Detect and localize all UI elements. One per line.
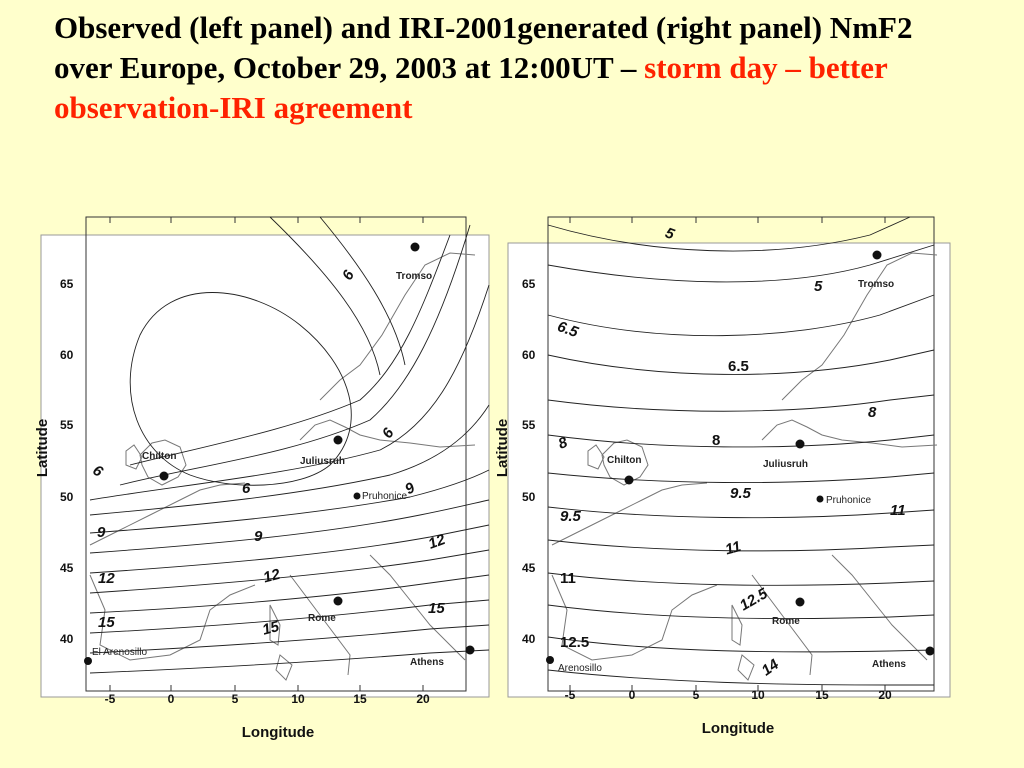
contour-value-label: 12 — [98, 570, 115, 587]
x-tick-label: 5 — [693, 688, 700, 702]
station-dot-athens — [925, 646, 935, 656]
station-label-chilton: Chilton — [142, 451, 176, 462]
station-label-chilton: Chilton — [607, 455, 641, 466]
station-markers — [546, 250, 935, 664]
station-dot-chilton — [159, 471, 169, 481]
contour-value-label: 9.5 — [730, 485, 752, 502]
y-axis-label: Latitude — [494, 419, 511, 477]
contour-value-label: 9 — [254, 528, 263, 545]
contour-value-label: 6.5 — [555, 318, 581, 341]
contour-value-label: 9 — [97, 524, 106, 541]
x-tick-label: 10 — [291, 692, 305, 706]
station-dot-pruhonice — [816, 495, 824, 503]
station-label-juliusruh: Juliusruh — [763, 459, 808, 470]
x-axis-label: Longitude — [702, 720, 774, 737]
y-axis-label: Latitude — [34, 419, 51, 477]
station-label-el-arenosillo: El Arenosillo — [92, 647, 147, 658]
contour-lines — [547, 216, 935, 686]
station-label-arenosillo: Arenosillo — [558, 663, 602, 674]
map-background — [507, 242, 951, 698]
contour-lines — [89, 216, 490, 674]
station-dot-chilton — [624, 475, 634, 485]
x-tick-label: 15 — [353, 692, 367, 706]
y-tick-labels: 65 60 55 50 45 40 — [522, 277, 536, 646]
station-dot-pruhonice — [353, 492, 361, 500]
contour-value-label: 11 — [723, 538, 742, 558]
contour-value-label: 11 — [560, 570, 576, 587]
x-axis-label: Longitude — [242, 724, 314, 741]
station-label-pruhonice: Pruhonice — [362, 491, 407, 502]
station-label-pruhonice: Pruhonice — [826, 495, 871, 506]
station-label-juliusruh: Juliusruh — [300, 456, 345, 467]
station-markers — [84, 242, 475, 665]
frame-ticks — [109, 217, 424, 691]
slide-title: Observed (left panel) and IRI-2001genera… — [54, 8, 954, 128]
contour-value-label: 15 — [428, 600, 445, 617]
contour-value-label: 9.5 — [560, 508, 582, 525]
station-dot-athens — [465, 645, 475, 655]
y-tick-label: 65 — [60, 277, 74, 291]
x-tick-label: 5 — [232, 692, 239, 706]
x-tick-label: 20 — [416, 692, 430, 706]
map-frame — [547, 216, 935, 692]
x-tick-label: -5 — [105, 692, 116, 706]
station-dot-juliusruh — [795, 439, 805, 449]
y-tick-label: 55 — [60, 418, 74, 432]
y-tick-label: 50 — [522, 490, 536, 504]
station-label-athens: Athens — [872, 659, 906, 670]
contour-value-label: 6.5 — [728, 358, 749, 375]
contour-value-label: 5 — [663, 224, 677, 243]
map-frame — [85, 216, 467, 692]
y-tick-label: 65 — [522, 277, 536, 291]
y-tick-labels: 65 60 55 50 45 40 — [60, 277, 74, 646]
station-dot-juliusruh — [333, 435, 343, 445]
title-black-text: Observed (left panel) and IRI-2001genera… — [54, 10, 913, 85]
contour-value-label: 15 — [260, 618, 281, 639]
x-tick-label: -5 — [565, 688, 576, 702]
station-label-rome: Rome — [772, 616, 800, 627]
station-label-rome: Rome — [308, 613, 336, 624]
station-label-athens: Athens — [410, 657, 444, 668]
y-tick-label: 55 — [522, 418, 536, 432]
y-tick-label: 60 — [522, 348, 536, 362]
frame-ticks — [569, 217, 886, 691]
station-dot-tromso — [410, 242, 420, 252]
contour-value-label: 8 — [712, 432, 720, 449]
y-tick-label: 40 — [522, 632, 536, 646]
contour-value-label: 6 — [242, 480, 251, 497]
x-tick-label: 10 — [751, 688, 765, 702]
station-dot-tromso — [872, 250, 882, 260]
contour-value-label: 15 — [98, 614, 115, 631]
contour-value-label: 5 — [814, 278, 823, 295]
contour-value-label: 8 — [868, 404, 877, 421]
station-dot-arenosillo — [546, 656, 554, 664]
contour-value-label: 11 — [890, 502, 906, 519]
observed-map-svg: Tromso Juliusruh Chilton Pruhonice Rome … — [34, 216, 490, 741]
station-dot-rome — [333, 596, 343, 606]
y-tick-label: 45 — [522, 561, 536, 575]
x-tick-labels: -5 0 5 10 15 20 — [105, 692, 430, 706]
x-tick-label: 20 — [878, 688, 892, 702]
contour-value-label: 12 — [426, 531, 448, 553]
contour-value-label: 12 — [261, 566, 282, 587]
title-red-text: storm day – better observation-IRI agree… — [54, 50, 888, 125]
iri-map-svg: Tromso Juliusruh Chilton Pruhonice Rome … — [494, 216, 951, 737]
station-dot-el-arenosillo — [84, 657, 92, 665]
y-tick-label: 45 — [60, 561, 74, 575]
y-tick-label: 40 — [60, 632, 74, 646]
contour-value-label: 12.5 — [560, 634, 589, 651]
observed-map-panel: Tromso Juliusruh Chilton Pruhonice Rome … — [30, 215, 500, 745]
station-label-tromso: Tromso — [396, 271, 432, 282]
x-tick-label: 0 — [629, 688, 636, 702]
x-tick-label: 0 — [168, 692, 175, 706]
coastlines — [551, 252, 938, 681]
y-tick-label: 50 — [60, 490, 74, 504]
x-tick-label: 15 — [815, 688, 829, 702]
station-label-tromso: Tromso — [858, 279, 894, 290]
y-tick-label: 60 — [60, 348, 74, 362]
iri-map-panel: Tromso Juliusruh Chilton Pruhonice Rome … — [490, 215, 960, 745]
x-tick-labels: -5 0 5 10 15 20 — [565, 688, 892, 702]
station-dot-rome — [795, 597, 805, 607]
